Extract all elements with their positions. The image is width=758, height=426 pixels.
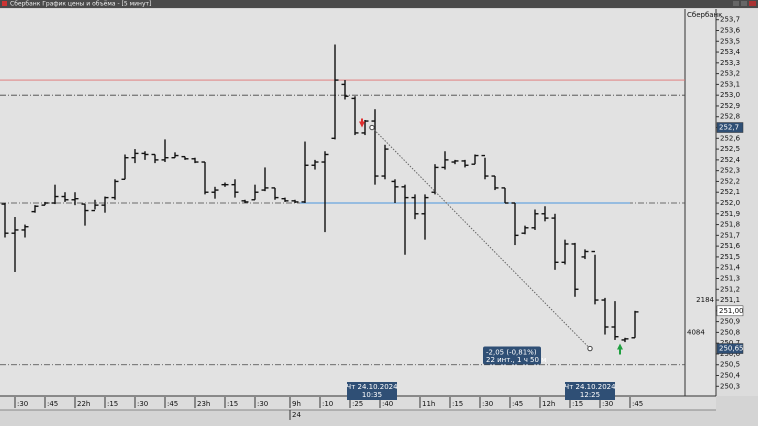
y-tick-label: 251,7: [720, 231, 740, 239]
window-title: Сбербанк График цены и объёма - [5 минут…: [10, 1, 151, 8]
cursor-time: 10:35: [362, 391, 382, 399]
x-tick-label: :45: [47, 400, 58, 408]
x-tick-label: 23h: [197, 400, 210, 408]
x-tick-label: 12h: [542, 400, 555, 408]
measure-box: [483, 346, 541, 365]
y-tick-label: 251,5: [720, 253, 740, 261]
x-tick-label: :45: [632, 400, 643, 408]
x-tick-label: :45: [167, 400, 178, 408]
x-tick-label: 11h: [422, 400, 435, 408]
x-tick-label: :30: [257, 400, 268, 408]
x-tick-label: 9h: [292, 400, 301, 408]
y-tick-label: 252,9: [720, 102, 740, 110]
y-tick-label: 251,1: [720, 296, 740, 304]
x-tick-label: :30: [602, 400, 613, 408]
price-axis: [716, 9, 758, 396]
y-tick-label: 252,3: [720, 167, 740, 175]
x-tick-label: :30: [137, 400, 148, 408]
y-tick-label: 252,0: [720, 199, 740, 207]
cursor-date: Чт 24.10.2024: [564, 383, 616, 391]
y-tick-label: 250,7: [720, 339, 740, 347]
measure-line: [371, 127, 591, 349]
y-tick-label: 252,1: [720, 188, 740, 196]
price-marker-box: [716, 343, 744, 354]
y-tick-label: 253,1: [720, 80, 740, 88]
y-tick-label: 252,5: [720, 145, 740, 153]
trade-marker: [359, 118, 365, 128]
y-tick-label: 253,6: [720, 26, 741, 34]
x-tick-label: :25: [352, 400, 363, 408]
volume-label: 4084: [687, 328, 705, 336]
instrument-label: Сбербанк: [687, 11, 722, 19]
title-bar: Сбербанк График цены и объёма - [5 минут…: [0, 0, 758, 8]
x-tick-label: 22h: [77, 400, 90, 408]
y-tick-label: 250,5: [720, 361, 740, 369]
x-tick-label: :15: [107, 400, 118, 408]
y-tick-label: 250,9: [720, 318, 740, 326]
volume-label: 2184: [696, 296, 714, 304]
volume-column: [685, 9, 716, 396]
time-axis: [0, 396, 716, 410]
cursor-date: Чт 24.10.2024: [346, 383, 398, 391]
x-tick-label: :15: [452, 400, 463, 408]
y-tick-label: 252,6: [720, 134, 741, 142]
x-tick-label: :45: [512, 400, 523, 408]
x-tick-label: :30: [17, 400, 28, 408]
maximize-button[interactable]: [741, 1, 747, 6]
close-button[interactable]: [749, 1, 756, 6]
x-tick-label: :40: [382, 400, 393, 408]
y-tick-label: 251,9: [720, 210, 740, 218]
cursor-time: 12:25: [580, 391, 600, 399]
y-tick-label: 251,6: [720, 242, 741, 250]
x-tick-label: :15: [227, 400, 238, 408]
y-tick-label: 251,2: [720, 285, 740, 293]
y-tick-label: 250,8: [720, 328, 740, 336]
y-tick-label: 253,5: [720, 37, 740, 45]
y-tick-label: 253,2: [720, 70, 740, 78]
measure-sublabel: 22 инт., 1 ч 50 м: [486, 356, 546, 364]
y-tick-label: 250,3: [720, 382, 740, 390]
app-icon: [2, 1, 7, 6]
y-tick-label: 251,8: [720, 221, 740, 229]
price-marker-box: [716, 122, 744, 133]
date-label: 24: [292, 411, 301, 419]
x-tick-label: :15: [572, 400, 583, 408]
y-tick-label: 252,2: [720, 177, 740, 185]
y-tick-label: 250,6: [720, 350, 741, 358]
y-tick-label: 251,3: [720, 274, 740, 282]
y-tick-label: 252,8: [720, 113, 740, 121]
minimize-button[interactable]: [733, 1, 739, 6]
measure-start: [369, 124, 375, 131]
y-tick-label: 253,7: [720, 16, 740, 24]
title-bar-bg: [0, 0, 758, 8]
y-tick-label: 253,3: [720, 59, 740, 67]
price-marker-box: [716, 305, 744, 317]
price-marker-label: 250,65: [719, 345, 744, 353]
trade-marker: [617, 343, 623, 355]
y-tick-label: 253,0: [720, 91, 740, 99]
x-tick-label: :10: [322, 400, 333, 408]
price-marker-label: 251,00: [719, 307, 744, 315]
y-tick-label: 251,4: [720, 264, 741, 272]
x-tick-label: :30: [482, 400, 493, 408]
measure-end: [587, 345, 593, 352]
y-tick-label: 253,4: [720, 48, 741, 56]
cursor-box: [565, 382, 615, 400]
y-tick-label: 252,4: [720, 156, 741, 164]
measure-label: -2,05 (-0,81%): [486, 349, 537, 357]
cursor-box: [347, 382, 397, 400]
price-marker-label: 252,7: [719, 124, 739, 132]
y-tick-label: 250,4: [720, 372, 741, 380]
